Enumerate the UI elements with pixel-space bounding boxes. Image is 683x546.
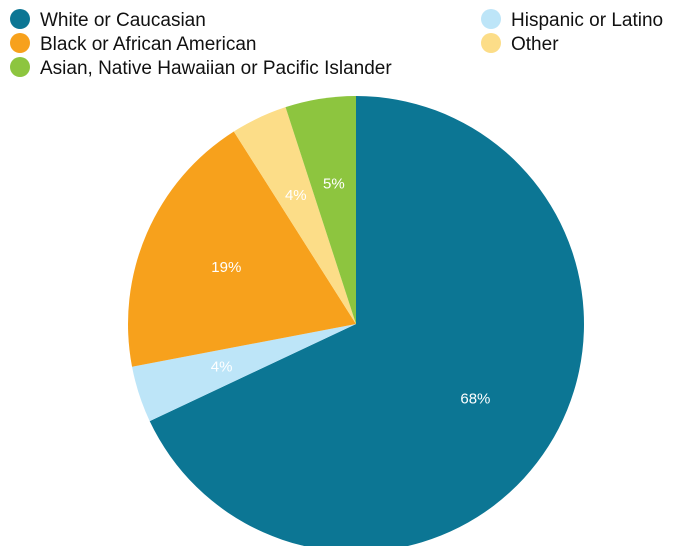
- legend-label-other: Other: [511, 34, 559, 55]
- legend-label-asian-native-hawaiian-or-pacific-islander: Asian, Native Hawaiian or Pacific Island…: [40, 58, 392, 79]
- slice-label-white-or-caucasian: 68%: [460, 391, 490, 408]
- slice-white-or-caucasian: [149, 96, 584, 546]
- legend-label-white-or-caucasian: White or Caucasian: [40, 10, 206, 31]
- legend-swatch-asian-native-hawaiian-or-pacific-islander: [10, 57, 30, 77]
- legend-swatch-hispanic-or-latino: [481, 9, 501, 29]
- legend-item-white-or-caucasian: White or Caucasian: [10, 9, 206, 31]
- legend-swatch-black-or-african-american: [10, 33, 30, 53]
- legend-item-black-or-african-american: Black or African American: [10, 33, 256, 55]
- legend-item-hispanic-or-latino: Hispanic or Latino: [481, 9, 663, 31]
- slice-label-asian-native-hawaiian-or-pacific-islander: 5%: [323, 175, 345, 192]
- legend-label-black-or-african-american: Black or African American: [40, 34, 256, 55]
- slice-label-black-or-african-american: 19%: [211, 259, 241, 276]
- slice-label-other: 4%: [285, 187, 307, 204]
- pie-slices: [128, 96, 584, 546]
- slice-black-or-african-american: [128, 131, 356, 367]
- legend-item-other: Other: [481, 33, 559, 55]
- legend-swatch-white-or-caucasian: [10, 9, 30, 29]
- slice-asian-native-hawaiian-or-pacific-islander: [285, 96, 356, 324]
- slice-other: [233, 107, 356, 324]
- slice-labels: 68% 4% 19% 4% 5%: [211, 175, 491, 407]
- legend-label-hispanic-or-latino: Hispanic or Latino: [511, 10, 663, 31]
- slice-label-hispanic-or-latino: 4%: [211, 359, 233, 376]
- legend-swatch-other: [481, 33, 501, 53]
- slice-hispanic-or-latino: [132, 324, 356, 422]
- legend-item-asian-native-hawaiian-or-pacific-islander: Asian, Native Hawaiian or Pacific Island…: [10, 57, 392, 79]
- legend: White or Caucasian Black or African Ameri…: [10, 9, 663, 79]
